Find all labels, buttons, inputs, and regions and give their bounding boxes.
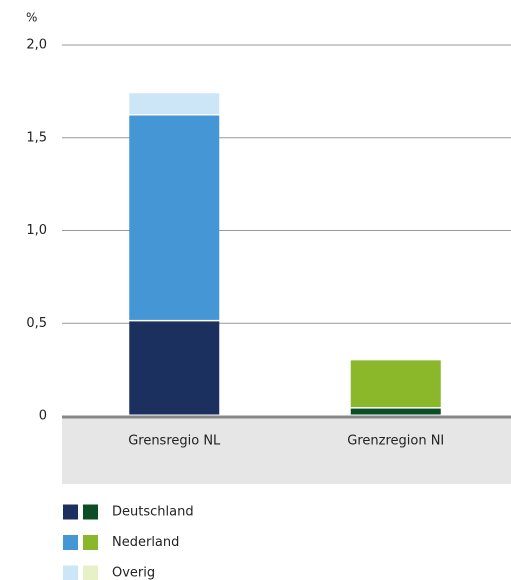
legend-swatch [83,535,98,550]
x-tick-label: Grenzregion NI [347,434,444,449]
bar-segment [129,321,220,415]
bar-segment [129,115,220,320]
legend-swatch [83,565,98,580]
y-tick-label: 0,5 [26,316,47,331]
y-tick-label: 1,5 [26,130,47,145]
bar-segment [350,408,441,415]
y-tick-label: 1,0 [26,223,47,238]
category-band [62,418,511,484]
bar-segment [129,93,220,114]
x-tick-label: Grensregio NL [128,434,221,449]
y-axis-unit: % [26,11,37,25]
legend-label: Nederland [112,535,179,550]
legend-swatch [83,504,98,520]
y-tick-label: 0 [39,409,47,424]
legend-swatch [63,535,78,550]
legend-swatch [63,504,78,520]
legend-label: Overig [112,566,155,580]
bar-segment [350,360,441,408]
y-tick-label: 2,0 [26,38,47,53]
legend-swatch [63,565,78,580]
legend-label: Deutschland [112,505,194,520]
